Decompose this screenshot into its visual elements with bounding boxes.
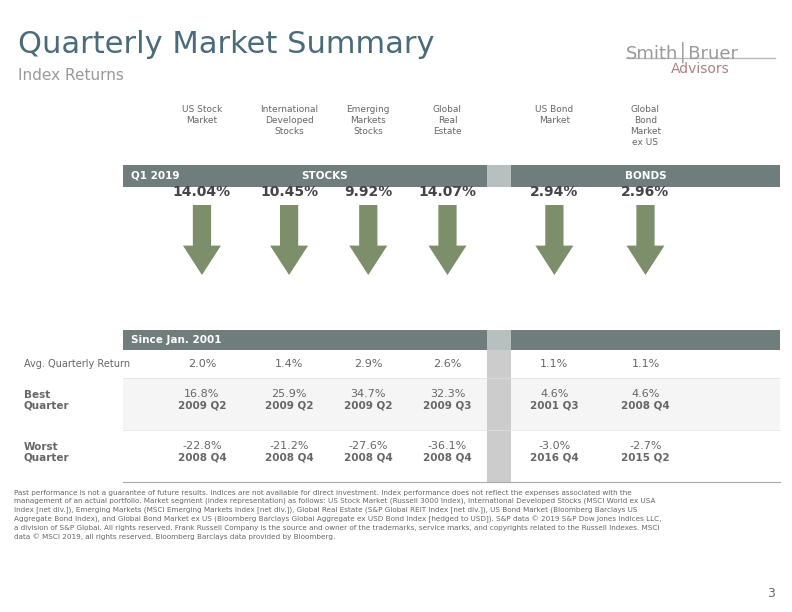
Text: 2.0%: 2.0%: [188, 359, 216, 369]
Polygon shape: [626, 205, 664, 275]
Text: STOCKS: STOCKS: [302, 171, 348, 181]
Text: 16.8%: 16.8%: [185, 389, 219, 399]
Text: 10.45%: 10.45%: [260, 185, 318, 199]
Text: 2008 Q4: 2008 Q4: [621, 401, 670, 411]
Text: 1.1%: 1.1%: [540, 359, 569, 369]
Text: 2.6%: 2.6%: [433, 359, 462, 369]
Text: 4.6%: 4.6%: [631, 389, 660, 399]
Text: 2009 Q3: 2009 Q3: [423, 401, 472, 411]
Text: 2.94%: 2.94%: [530, 185, 579, 199]
Text: Global
Real
Estate: Global Real Estate: [433, 105, 462, 136]
Bar: [511, 165, 780, 187]
Text: 34.7%: 34.7%: [351, 389, 386, 399]
Text: 1.1%: 1.1%: [631, 359, 660, 369]
Text: 2008 Q4: 2008 Q4: [344, 453, 393, 463]
Text: Emerging
Markets
Stocks: Emerging Markets Stocks: [347, 105, 390, 136]
Text: 2008 Q4: 2008 Q4: [265, 453, 314, 463]
Text: BONDS: BONDS: [625, 171, 666, 181]
Bar: [487, 165, 511, 187]
Bar: [123, 350, 780, 378]
Text: Best: Best: [24, 390, 50, 400]
Polygon shape: [270, 205, 308, 275]
Text: Smith│Bruer: Smith│Bruer: [626, 42, 739, 64]
Text: -36.1%: -36.1%: [428, 441, 467, 451]
Polygon shape: [428, 205, 466, 275]
Bar: [511, 330, 780, 350]
Text: 2009 Q2: 2009 Q2: [344, 401, 393, 411]
Text: Index Returns: Index Returns: [18, 68, 124, 83]
Text: US Bond
Market: US Bond Market: [535, 105, 573, 125]
Polygon shape: [183, 205, 221, 275]
Polygon shape: [535, 205, 573, 275]
Bar: [487, 378, 511, 430]
Text: Advisors: Advisors: [671, 62, 729, 76]
Text: Quarter: Quarter: [24, 452, 70, 462]
Text: 32.3%: 32.3%: [430, 389, 465, 399]
Text: 3: 3: [767, 587, 775, 600]
Bar: [123, 378, 780, 430]
Text: 2009 Q2: 2009 Q2: [177, 401, 227, 411]
Bar: [487, 330, 511, 350]
Text: 14.04%: 14.04%: [173, 185, 231, 199]
Text: 2008 Q4: 2008 Q4: [423, 453, 472, 463]
Text: Q1 2019: Q1 2019: [131, 171, 179, 181]
Bar: [487, 430, 511, 482]
Text: 2.96%: 2.96%: [622, 185, 669, 199]
Text: -3.0%: -3.0%: [539, 441, 570, 451]
Bar: [123, 430, 780, 482]
Text: 14.07%: 14.07%: [418, 185, 477, 199]
Text: 2015 Q2: 2015 Q2: [621, 453, 670, 463]
Text: 2008 Q4: 2008 Q4: [177, 453, 227, 463]
Text: US Stock
Market: US Stock Market: [182, 105, 222, 125]
Text: 2009 Q2: 2009 Q2: [265, 401, 314, 411]
Bar: [123, 330, 487, 350]
Text: International
Developed
Stocks: International Developed Stocks: [260, 105, 318, 136]
Text: -27.6%: -27.6%: [348, 441, 388, 451]
Polygon shape: [349, 205, 387, 275]
Text: -22.8%: -22.8%: [182, 441, 222, 451]
Text: Past performance is not a guarantee of future results. Indices are not available: Past performance is not a guarantee of f…: [14, 490, 661, 540]
Text: Since Jan. 2001: Since Jan. 2001: [131, 335, 221, 345]
Text: 9.92%: 9.92%: [345, 185, 392, 199]
Text: 25.9%: 25.9%: [272, 389, 307, 399]
Text: -2.7%: -2.7%: [629, 441, 662, 451]
Text: Global
Bond
Market
ex US: Global Bond Market ex US: [630, 105, 661, 147]
Text: Avg. Quarterly Return: Avg. Quarterly Return: [24, 359, 130, 369]
Text: 4.6%: 4.6%: [540, 389, 569, 399]
Text: 2016 Q4: 2016 Q4: [530, 453, 579, 463]
Bar: [123, 165, 487, 187]
Text: 1.4%: 1.4%: [275, 359, 303, 369]
Text: 2001 Q3: 2001 Q3: [530, 401, 579, 411]
Text: Worst: Worst: [24, 442, 59, 452]
Bar: [487, 350, 511, 378]
Text: 2.9%: 2.9%: [354, 359, 383, 369]
Text: Quarterly Market Summary: Quarterly Market Summary: [18, 30, 435, 59]
Text: -21.2%: -21.2%: [269, 441, 309, 451]
Text: Quarter: Quarter: [24, 400, 70, 410]
